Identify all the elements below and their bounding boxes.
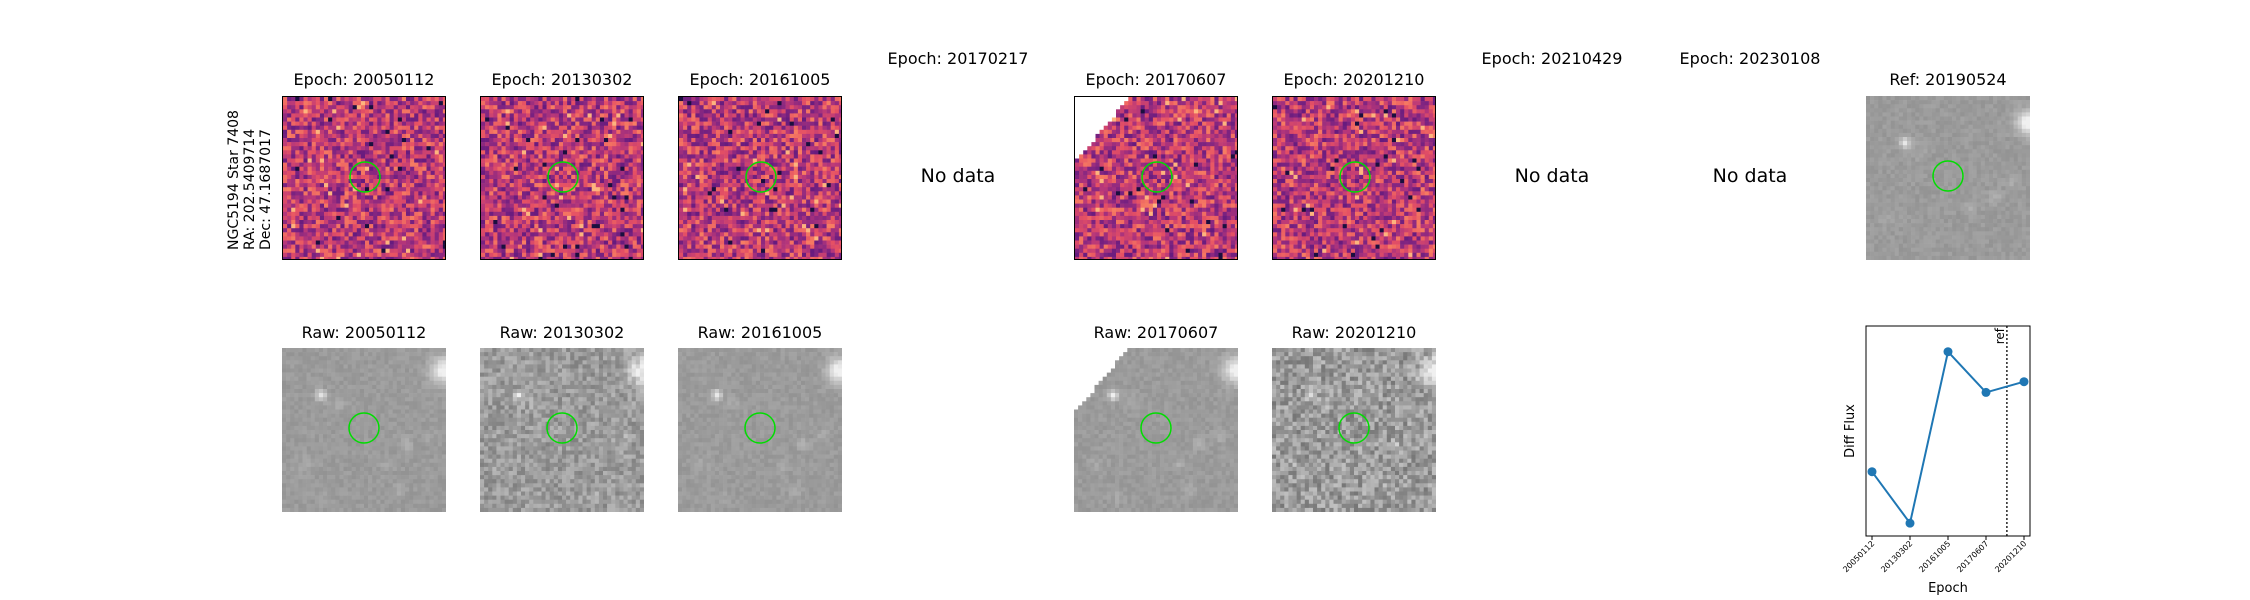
- target-circle: [1932, 160, 1964, 192]
- y-axis-label: Diff Flux: [1843, 404, 1858, 458]
- star-ra: RA: 202.5409714: [242, 128, 258, 250]
- raw-title-0: Raw: 20050112: [301, 323, 427, 342]
- diff-title-3: Epoch: 20170217: [887, 49, 1029, 68]
- no-data-7: No data: [1712, 165, 1788, 187]
- x-tick-label: 20050112: [1841, 539, 1876, 574]
- no-data-6: No data: [1514, 165, 1590, 187]
- target-circle: [1141, 161, 1173, 193]
- target-circle: [349, 161, 381, 193]
- target-circle: [1338, 412, 1370, 444]
- target-circle: [348, 412, 380, 444]
- ref-panel: [1866, 96, 2030, 260]
- target-circle: [1339, 161, 1371, 193]
- x-tick-label: 20170607: [1955, 539, 1990, 574]
- data-point: [1943, 347, 1953, 357]
- diff-title-4: Epoch: 20170607: [1085, 70, 1227, 89]
- diff-panel-1: [480, 96, 644, 260]
- diff-title-2: Epoch: 20161005: [689, 70, 831, 89]
- ref-label: ref: [1993, 327, 2007, 344]
- diff-title-7: Epoch: 20230108: [1679, 49, 1821, 68]
- raw-panel-4: [1272, 348, 1436, 512]
- raw-title-4: Raw: 20201210: [1291, 323, 1417, 342]
- data-point: [1867, 467, 1877, 477]
- light-curve-chart: ref 20050112 20130302 20161005 20170607 20201…: [1841, 325, 2031, 596]
- plot-frame: [1865, 325, 2031, 537]
- target-circle: [546, 412, 578, 444]
- target-circle: [547, 161, 579, 193]
- x-tick-label: 20201210: [1993, 539, 2028, 574]
- target-circle: [744, 412, 776, 444]
- target-circle: [745, 161, 777, 193]
- series-line: [1871, 349, 2025, 526]
- ref-title: Ref: 20190524: [1889, 70, 2007, 89]
- diff-panel-5: [1272, 96, 1436, 260]
- diff-title-6: Epoch: 20210429: [1481, 49, 1623, 68]
- diff-title-5: Epoch: 20201210: [1283, 70, 1425, 89]
- data-point: [2019, 377, 2029, 387]
- diff-title-1: Epoch: 20130302: [491, 70, 633, 89]
- diff-title-0: Epoch: 20050112: [293, 70, 435, 89]
- raw-title-1: Raw: 20130302: [499, 323, 625, 342]
- raw-panel-1: [480, 348, 644, 512]
- target-circle: [1140, 412, 1172, 444]
- raw-panel-0: [282, 348, 446, 512]
- x-tick-label: 20130302: [1879, 539, 1914, 574]
- diff-panel-0: [282, 96, 446, 260]
- data-point: [1905, 518, 1915, 528]
- data-point: [1981, 387, 1991, 397]
- raw-title-3: Raw: 20170607: [1093, 323, 1219, 342]
- diff-panel-2: [678, 96, 842, 260]
- raw-title-2: Raw: 20161005: [697, 323, 823, 342]
- x-axis-label: Epoch: [1928, 581, 1968, 596]
- star-dec: Dec: 47.1687017: [258, 129, 274, 250]
- no-data-3: No data: [920, 165, 996, 187]
- diff-panel-4: [1074, 96, 1238, 260]
- raw-panel-3: [1074, 348, 1238, 512]
- star-name: NGC5194 Star 7408: [226, 110, 242, 250]
- raw-panel-2: [678, 348, 842, 512]
- x-tick-label: 20161005: [1917, 539, 1952, 574]
